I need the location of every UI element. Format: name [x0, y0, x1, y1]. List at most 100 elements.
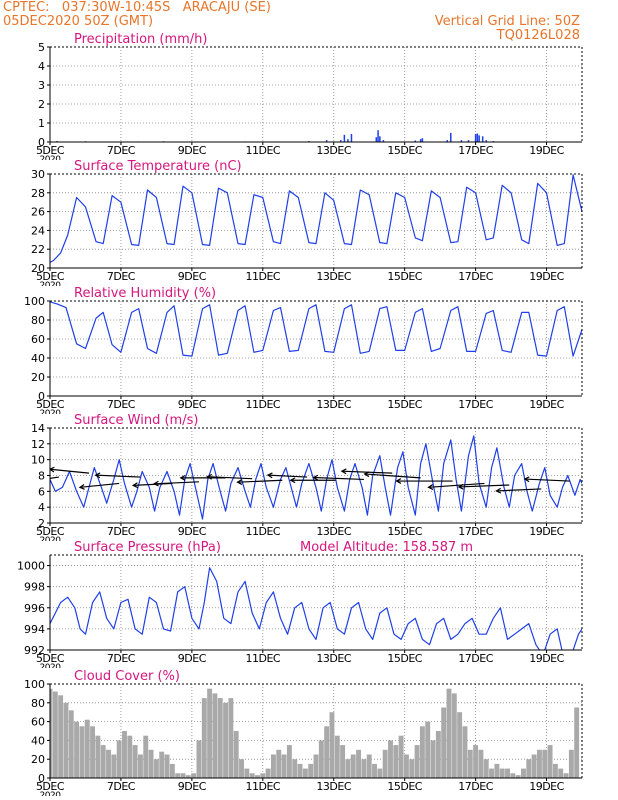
precipitation-plot — [56, 130, 495, 142]
surface-wind-xtick-label: 5DEC — [36, 525, 65, 538]
surface-pressure-ytick-label: 994 — [24, 623, 45, 636]
surface-wind-xtick-label: 9DEC — [178, 525, 207, 538]
cloud-cover-bar — [324, 726, 330, 778]
surface-temperature-series-line — [50, 174, 582, 263]
surface-pressure-ytick-label: 996 — [24, 602, 45, 615]
cloud-cover-bar — [329, 712, 335, 778]
surface-pressure-series-line — [50, 567, 582, 650]
cloud-cover-bar — [563, 773, 569, 778]
surface-temperature-xtick-label: 13DEC — [316, 270, 351, 283]
cloud-cover-bar — [68, 710, 74, 778]
cloud-cover-bar — [153, 759, 159, 778]
cloud-cover-bar — [515, 775, 521, 778]
cloud-cover-bar — [270, 754, 276, 778]
cloud-cover-ytick-label: 60 — [31, 716, 45, 729]
cloud-cover-bar — [297, 763, 303, 778]
surface-pressure-ytick-label: 992 — [24, 644, 45, 657]
wind-vector-head — [20, 480, 25, 485]
cloud-cover-bar — [403, 754, 409, 778]
cloud-cover-xtick-label: 13DEC — [316, 780, 351, 793]
precipitation-xtick-label: 17DEC — [458, 144, 493, 157]
cloud-cover-bar — [568, 749, 574, 778]
precipitation-xtick-label: 11DEC — [245, 144, 280, 157]
cloud-cover-bar — [467, 749, 473, 778]
surface-temperature-xtick-label: 17DEC — [458, 270, 493, 283]
chart-header-right-1: Vertical Grid Line: 50Z — [434, 14, 580, 29]
wind-vector-head — [457, 483, 464, 490]
wind-vector-head — [340, 468, 347, 475]
surface-pressure-plot — [50, 567, 582, 650]
surface-temperature-xtick-label: 5DEC — [36, 270, 65, 283]
cloud-cover-bar — [265, 768, 271, 778]
relative-humidity-plot — [50, 301, 582, 357]
cloud-cover-bar — [164, 754, 170, 778]
cloud-cover-bar — [239, 759, 244, 778]
cloud-cover-bar — [382, 749, 388, 778]
surface-wind-ytick-label: 6 — [38, 485, 45, 498]
cloud-cover-title: Cloud Cover (%) — [74, 669, 180, 684]
wind-vector-shaft — [50, 476, 59, 480]
relative-humidity-year-label: 2020 — [40, 409, 62, 419]
wind-vector-shaft — [341, 470, 393, 474]
surface-wind-ytick-label: 14 — [31, 422, 45, 435]
cloud-cover-bar — [159, 751, 165, 778]
surface-temperature-ytick-label: 22 — [31, 243, 45, 256]
surface-wind-plot — [20, 435, 582, 520]
cloud-cover-ytick-label: 20 — [31, 753, 45, 766]
surface-wind-ytick-label: 4 — [38, 501, 45, 514]
wind-vector-shaft — [496, 488, 542, 492]
cloud-cover-bar — [228, 698, 234, 778]
wind-vector-head — [50, 466, 55, 473]
precipitation-xtick-label: 9DEC — [178, 144, 207, 157]
surface-pressure-ytick-label: 998 — [24, 581, 45, 594]
surface-wind-ytick-label: 2 — [38, 517, 45, 530]
wind-vector-head — [131, 482, 138, 489]
precipitation-bar — [467, 140, 470, 142]
surface-temperature-ytick-label: 20 — [31, 262, 45, 275]
cloud-cover-bar — [361, 759, 367, 778]
wind-vector-shaft — [95, 474, 141, 478]
cloud-cover-bar — [244, 768, 250, 778]
cloud-cover-bar — [340, 745, 346, 778]
surface-temperature-xtick-label: 15DEC — [387, 270, 422, 283]
surface-wind-series-line — [50, 435, 582, 520]
relative-humidity-title: Relative Humidity (%) — [74, 286, 216, 301]
cloud-cover-bar — [127, 735, 133, 778]
wind-vector-head — [266, 472, 273, 479]
cloud-cover-bar — [137, 754, 143, 778]
precipitation-xtick-label: 7DEC — [107, 144, 136, 157]
surface-temperature-ytick-label: 24 — [31, 224, 45, 237]
cloud-cover-bar — [441, 707, 447, 778]
wind-vector-head — [395, 478, 402, 484]
precipitation-bar — [377, 130, 379, 142]
precipitation-bar — [382, 140, 385, 142]
cloud-cover-bar — [489, 768, 495, 778]
surface-pressure-xtick-label: 15DEC — [387, 652, 422, 665]
cloud-cover-bar — [414, 745, 420, 778]
relative-humidity-xtick-label: 19DEC — [529, 398, 564, 411]
cloud-cover-bar — [84, 719, 90, 778]
cloud-cover-bar — [292, 759, 298, 778]
cloud-cover-ytick-label: 80 — [31, 697, 45, 710]
surface-wind-xtick-label: 17DEC — [458, 525, 493, 538]
surface-wind-xtick-label: 13DEC — [316, 525, 351, 538]
cloud-cover-bar — [58, 695, 64, 778]
cloud-cover-bar — [313, 754, 319, 778]
precipitation-bar — [476, 133, 479, 142]
wind-vector-shaft — [50, 468, 90, 474]
cloud-cover-ytick-label: 0 — [38, 772, 45, 785]
wind-vector-head — [495, 487, 502, 494]
surface-temperature-ytick-label: 26 — [31, 206, 45, 219]
precipitation-xtick-label: 5DEC — [36, 144, 65, 157]
cloud-cover-xtick-label: 17DEC — [458, 780, 493, 793]
wind-vector-head — [363, 471, 370, 478]
cloud-cover-bar — [446, 688, 452, 778]
cloud-cover-bar — [74, 721, 80, 778]
wind-vector-head — [152, 480, 159, 487]
precipitation-ytick-label: 0 — [38, 136, 45, 149]
wind-vector-shaft — [364, 473, 421, 479]
surface-pressure-xtick-label: 7DEC — [107, 652, 136, 665]
cloud-cover-bar — [574, 707, 580, 778]
cloud-cover-bar — [483, 759, 489, 778]
precipitation-bar — [446, 140, 448, 142]
